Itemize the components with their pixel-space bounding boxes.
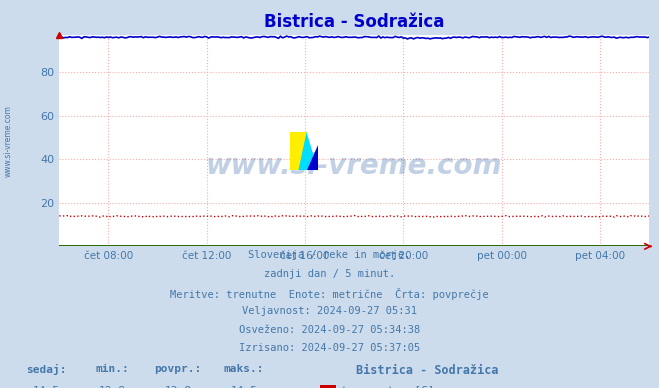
Polygon shape <box>291 132 306 170</box>
Text: sedaj:: sedaj: <box>26 364 67 375</box>
Text: Bistrica - Sodražica: Bistrica - Sodražica <box>356 364 498 377</box>
Text: 14,5: 14,5 <box>231 386 257 388</box>
Text: maks.:: maks.: <box>223 364 264 374</box>
Polygon shape <box>299 132 318 170</box>
Text: 13,8: 13,8 <box>165 386 191 388</box>
Title: Bistrica - Sodražica: Bistrica - Sodražica <box>264 12 444 31</box>
Text: povpr.:: povpr.: <box>154 364 202 374</box>
Text: www.si-vreme.com: www.si-vreme.com <box>206 152 502 180</box>
Text: 12,8: 12,8 <box>99 386 125 388</box>
Text: Izrisano: 2024-09-27 05:37:05: Izrisano: 2024-09-27 05:37:05 <box>239 343 420 353</box>
Text: temperatura[C]: temperatura[C] <box>340 386 434 388</box>
Text: min.:: min.: <box>95 364 129 374</box>
Text: Meritve: trenutne  Enote: metrične  Črta: povprečje: Meritve: trenutne Enote: metrične Črta: … <box>170 288 489 300</box>
Text: Veljavnost: 2024-09-27 05:31: Veljavnost: 2024-09-27 05:31 <box>242 306 417 316</box>
Text: www.si-vreme.com: www.si-vreme.com <box>3 105 13 177</box>
Text: Slovenija / reke in morje.: Slovenija / reke in morje. <box>248 250 411 260</box>
Text: 14,5: 14,5 <box>33 386 59 388</box>
Polygon shape <box>306 146 318 170</box>
Text: zadnji dan / 5 minut.: zadnji dan / 5 minut. <box>264 269 395 279</box>
Text: Osveženo: 2024-09-27 05:34:38: Osveženo: 2024-09-27 05:34:38 <box>239 325 420 335</box>
